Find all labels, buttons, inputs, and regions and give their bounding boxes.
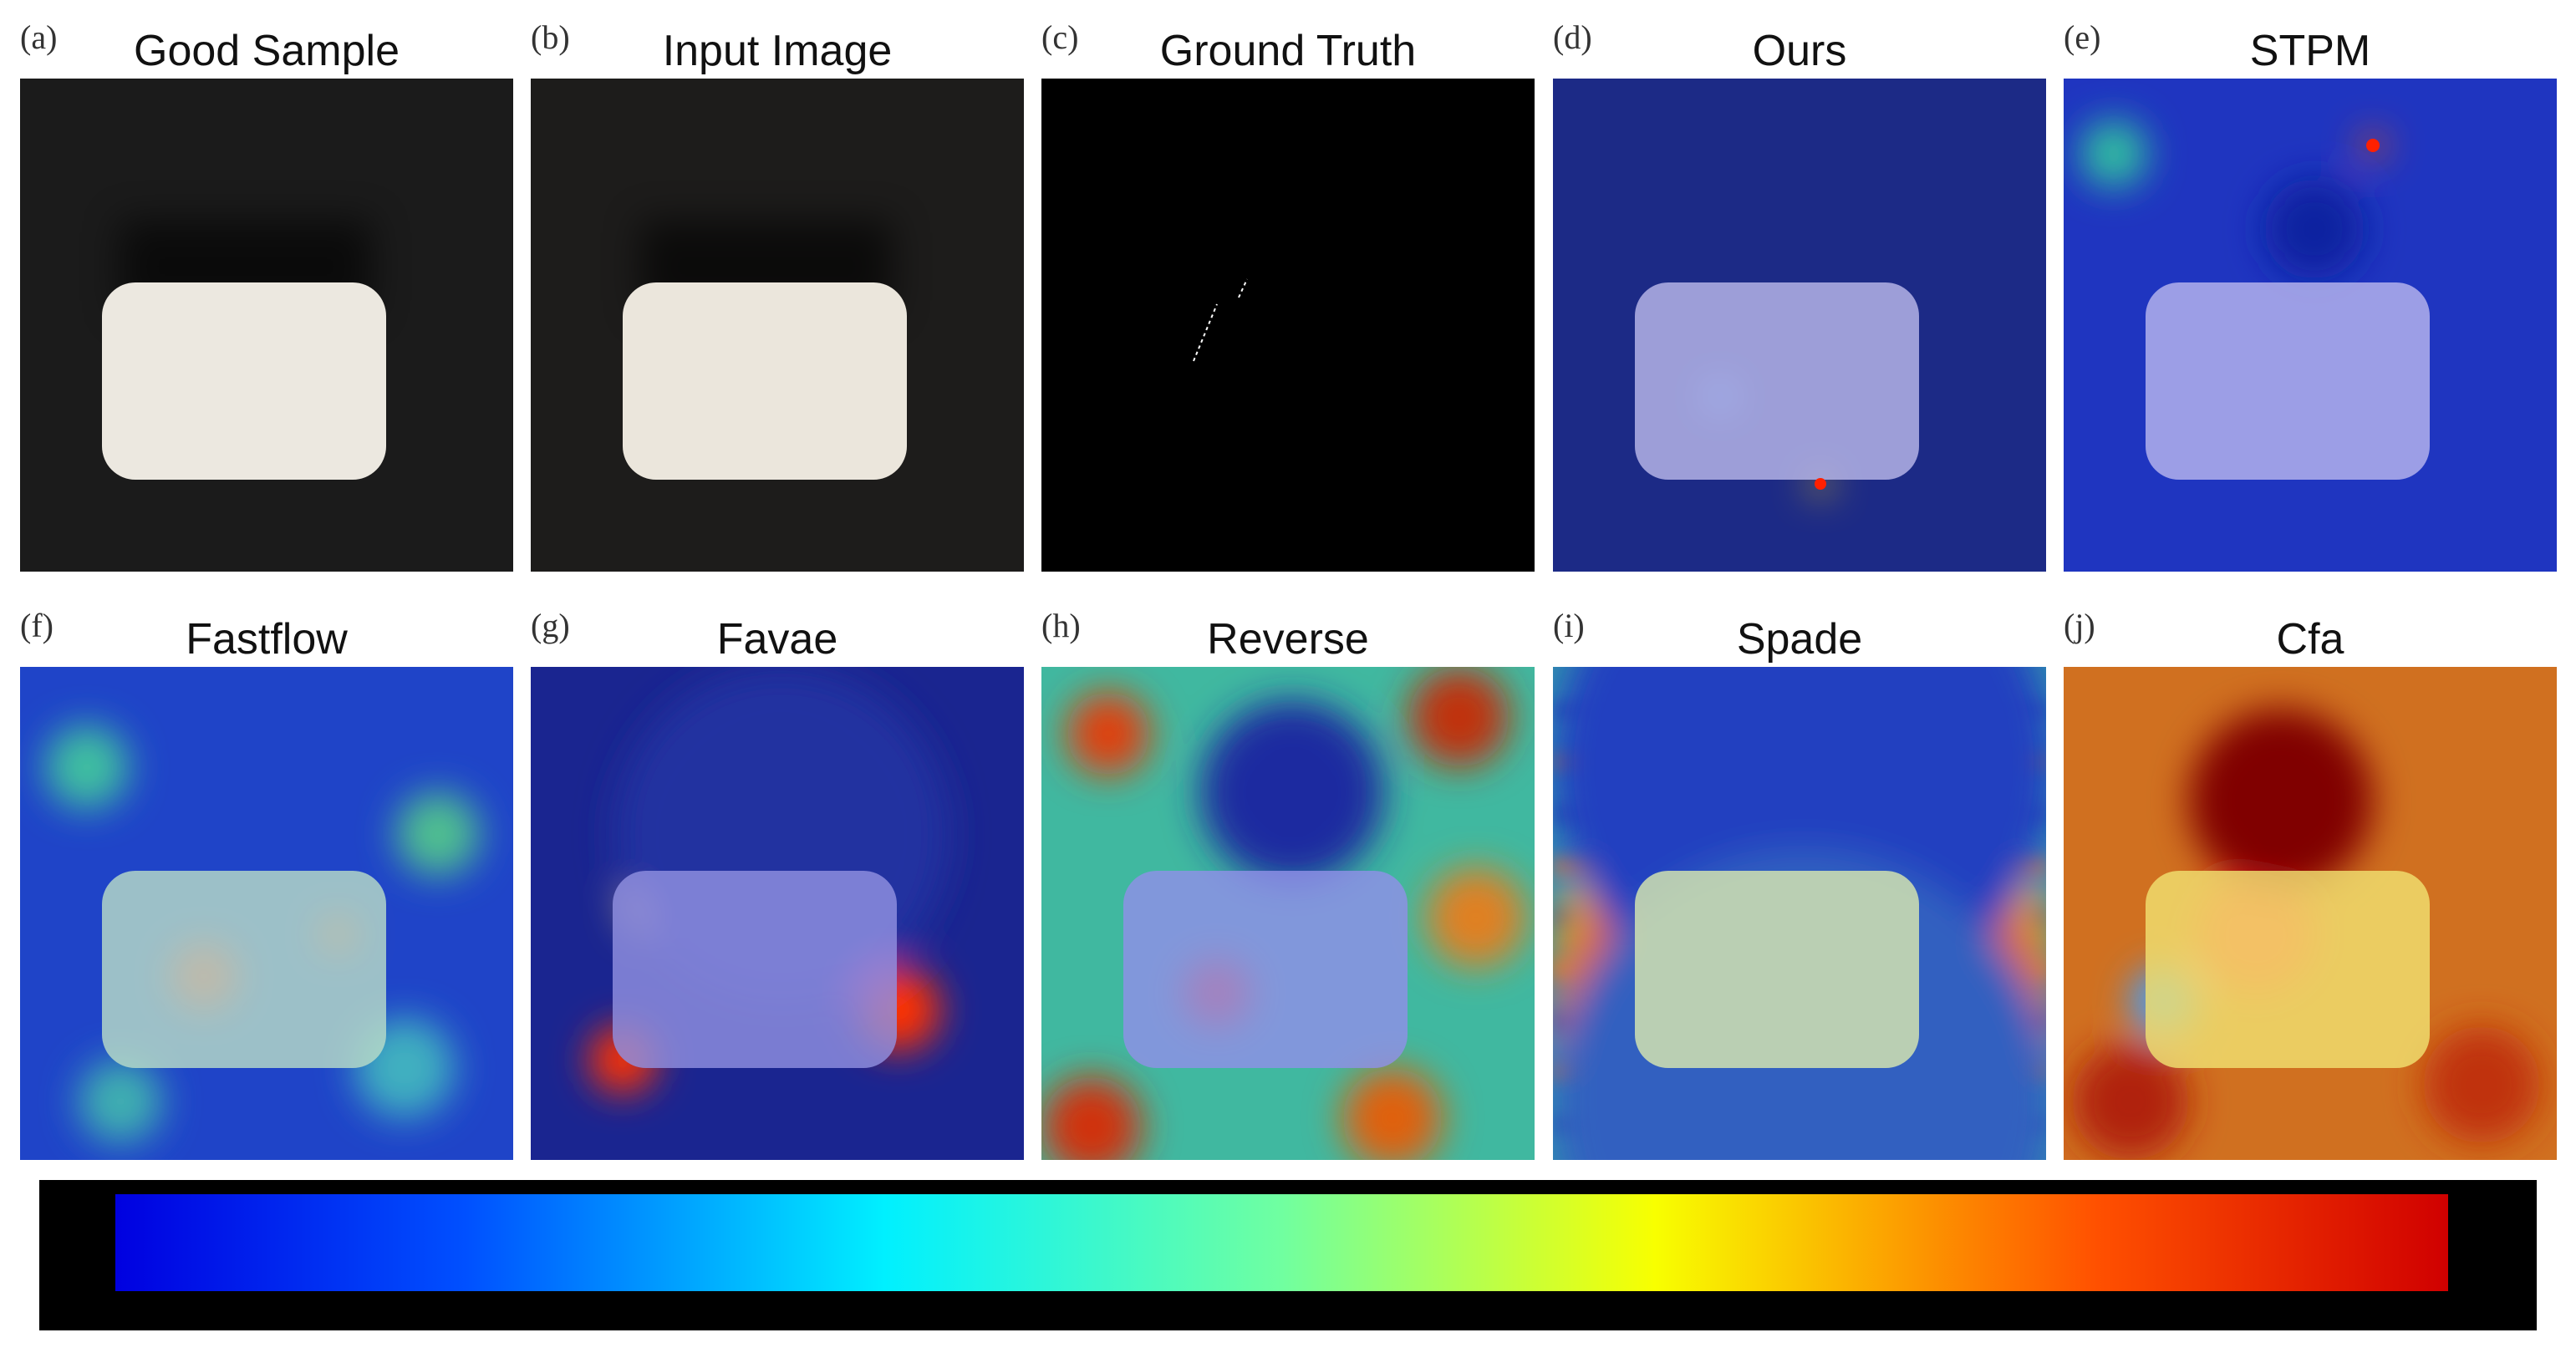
- image-content: [20, 667, 513, 1160]
- hotspot: [2366, 139, 2380, 152]
- image-background: [1041, 79, 1535, 572]
- panel-image: [20, 667, 513, 1160]
- object: [102, 282, 386, 480]
- heat-blob: [2080, 120, 2147, 187]
- object: [2146, 871, 2430, 1068]
- heat-blobs: [2080, 120, 2385, 279]
- object: [623, 282, 907, 480]
- heat-blob: [2423, 1026, 2540, 1143]
- panel-title: Favae: [717, 615, 838, 664]
- panel-title: Ground Truth: [1160, 27, 1416, 75]
- panel-title: Good Sample: [134, 27, 400, 75]
- image-content: [1041, 667, 1535, 1160]
- panel-title: Reverse: [1207, 615, 1369, 664]
- panel-title: Input Image: [663, 27, 893, 75]
- panel-label: (a): [20, 18, 57, 56]
- panel-title: Ours: [1753, 27, 1847, 75]
- object: [1635, 282, 1919, 480]
- panel-label: (g): [531, 607, 570, 644]
- panel-image: [20, 79, 513, 572]
- panel-label: (h): [1041, 607, 1081, 644]
- panel-image: [2064, 79, 2557, 572]
- panel-image: [2064, 667, 2557, 1160]
- panel-title: STPM: [2250, 27, 2370, 75]
- image-content: [1553, 667, 2046, 1160]
- image-content: [1041, 79, 1535, 572]
- image-content: [2064, 79, 2557, 572]
- heat-blob: [1342, 1068, 1443, 1160]
- panel-image: [1553, 79, 2046, 572]
- object: [102, 871, 386, 1068]
- object: [2146, 282, 2430, 480]
- image-content: [1553, 79, 2046, 572]
- panel-label: (f): [20, 607, 53, 644]
- heat-blob: [45, 725, 129, 809]
- heat-blob: [1409, 667, 1509, 767]
- hotspot: [1815, 478, 1826, 490]
- heat-blob: [1041, 1076, 1142, 1160]
- heat-blob: [1200, 700, 1384, 884]
- panel-title: Fastflow: [186, 615, 348, 664]
- panel-label: (i): [1553, 607, 1585, 644]
- colorbar-gradient: [115, 1194, 2448, 1291]
- panel-label: (d): [1553, 18, 1592, 56]
- heat-blob: [2189, 709, 2373, 893]
- panel-label: (b): [531, 18, 570, 56]
- panel-title: Spade: [1737, 615, 1862, 664]
- heat-blob: [1067, 692, 1150, 776]
- object: [1123, 871, 1408, 1068]
- panel-label: (j): [2064, 607, 2095, 644]
- heat-blob: [79, 1060, 162, 1143]
- image-content: [531, 667, 1024, 1160]
- colorbar: [39, 1180, 2537, 1330]
- panel-title: Cfa: [2277, 615, 2344, 664]
- heat-blob: [2072, 1043, 2189, 1160]
- panel-image: [531, 667, 1024, 1160]
- panel-image: [531, 79, 1024, 572]
- panel-image: [1041, 667, 1535, 1160]
- panel-label: (e): [2064, 18, 2100, 56]
- panel-label: (c): [1041, 18, 1078, 56]
- panel-image: [1041, 79, 1535, 572]
- heat-blob: [2264, 179, 2365, 279]
- object: [1635, 871, 1919, 1068]
- image-content: [531, 79, 1024, 572]
- image-content: [20, 79, 513, 572]
- heat-blob: [1426, 867, 1526, 968]
- image-content: [2064, 667, 2557, 1160]
- heat-blob: [396, 792, 480, 876]
- object: [613, 871, 897, 1068]
- panel-image: [1553, 667, 2046, 1160]
